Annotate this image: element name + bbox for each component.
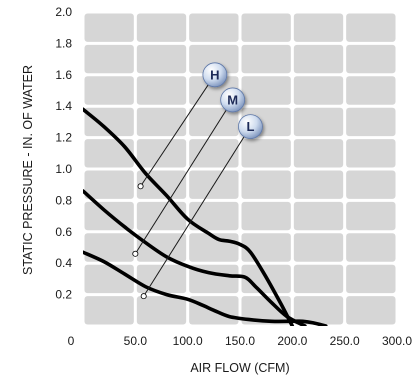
- grid-cell: [84, 107, 134, 137]
- grid-cell: [293, 76, 344, 105]
- grid-cell: [136, 13, 187, 42]
- grid-cell: [346, 13, 396, 42]
- grid-cell: [293, 170, 344, 199]
- leader-line-h: [140, 74, 216, 187]
- series-badge-label-h: H: [210, 67, 219, 82]
- y-tick-label: 1.4: [55, 99, 72, 113]
- grid-cell: [84, 76, 134, 105]
- grid-cell: [346, 139, 396, 168]
- series-line-l: [83, 250, 328, 326]
- grid-cell: [241, 201, 291, 231]
- y-tick-label: 1.2: [55, 131, 72, 145]
- series-line-m: [83, 189, 307, 326]
- grid-cell: [136, 139, 187, 168]
- grid-cell: [346, 296, 396, 325]
- grid-cell: [84, 233, 134, 262]
- grid-cell: [241, 139, 291, 168]
- y-tick-label: 1.8: [55, 36, 72, 50]
- y-axis-title: STATIC PRESSURE - IN. OF WATER: [21, 65, 35, 275]
- grid-cell: [136, 44, 187, 74]
- grid-cell: [84, 44, 134, 74]
- x-tick-label: 200.0: [277, 334, 307, 348]
- grid-cell: [241, 233, 291, 262]
- y-tick-label: 2.0: [55, 5, 72, 19]
- series-callouts: HML: [132, 62, 263, 300]
- grid-cell: [241, 170, 291, 199]
- series-lines: [83, 107, 328, 326]
- y-tick-label: 0.4: [55, 256, 72, 270]
- series-line-h: [83, 107, 295, 326]
- grid-cell: [136, 76, 187, 105]
- x-tick-label: 300.0: [382, 334, 412, 348]
- grid-cell: [136, 201, 187, 231]
- x-tick-label: 150.0: [225, 334, 255, 348]
- grid-cell: [346, 233, 396, 262]
- grid-cell: [189, 139, 239, 168]
- grid-cell: [136, 296, 187, 325]
- grid-cell: [241, 76, 291, 105]
- y-tick-label: 1.0: [55, 162, 72, 176]
- series-badge-m: [220, 87, 246, 113]
- x-tick-label: 250.0: [330, 334, 360, 348]
- series-badge-l: [238, 114, 263, 140]
- grid-cell: [293, 139, 344, 168]
- grid-cell: [189, 13, 239, 42]
- marker-dot-l: [140, 293, 147, 300]
- grid-cell: [189, 107, 239, 137]
- leader-line-m: [134, 99, 234, 255]
- grid-cell: [136, 264, 187, 294]
- x-axis-title: AIR FLOW (CFM): [190, 361, 289, 375]
- grid-cell: [241, 296, 291, 325]
- grid-cell: [346, 76, 396, 105]
- grid-cell: [346, 44, 396, 74]
- grid-cell: [293, 107, 344, 137]
- grid-cell: [346, 107, 396, 137]
- grid-cell: [293, 201, 344, 231]
- tick-labels: 0 50.0 100.0 150.0 200.0 250.0 300.0 0.2 0.4 0.6 0…: [55, 5, 412, 348]
- y-tick-label: 0.6: [55, 225, 72, 239]
- grid-cell: [84, 296, 134, 325]
- y-tick-label: 0.2: [55, 288, 72, 302]
- grid-cell: [136, 233, 187, 262]
- grid-cell: [241, 44, 291, 74]
- marker-dot-m: [132, 250, 139, 257]
- grid-cell: [84, 170, 134, 199]
- grid-cell: [293, 296, 344, 325]
- grid-cell: [293, 264, 344, 294]
- grid-cell: [293, 44, 344, 74]
- x-tick-label: 0: [68, 334, 75, 348]
- grid-cell: [189, 201, 239, 231]
- marker-dot-h: [137, 183, 144, 190]
- series-badge-h: [202, 62, 228, 88]
- grid-cell: [84, 139, 134, 168]
- grid-cell: [346, 170, 396, 199]
- x-tick-label: 50.0: [124, 334, 148, 348]
- plot-area: [84, 13, 396, 325]
- grid-cell: [189, 44, 239, 74]
- series-badge-label-m: M: [227, 92, 238, 107]
- leader-line-l: [143, 126, 251, 297]
- grid-cell: [84, 13, 134, 42]
- grid-cell: [293, 13, 344, 42]
- y-tick-label: 0.8: [55, 193, 72, 207]
- grid-cell: [84, 264, 134, 294]
- grid-cell: [346, 264, 396, 294]
- grid-cell: [136, 107, 187, 137]
- y-tick-label: 1.6: [55, 68, 72, 82]
- grid-cell: [293, 233, 344, 262]
- grid-cell: [241, 13, 291, 42]
- x-tick-label: 100.0: [173, 334, 203, 348]
- grid-cell: [346, 201, 396, 231]
- series-badge-label-l: L: [246, 119, 254, 134]
